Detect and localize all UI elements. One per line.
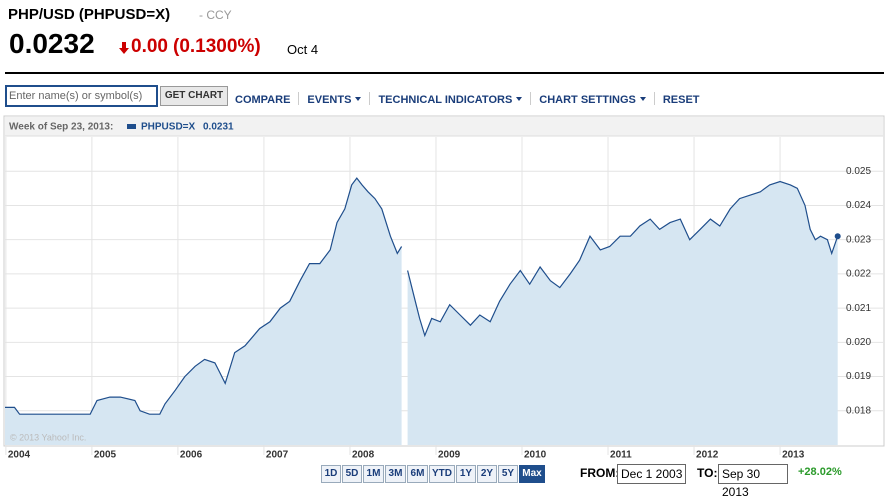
y-tick-label: 0.019	[846, 371, 871, 382]
x-tick-label: 2004	[8, 450, 31, 461]
range-button[interactable]: 2Y	[477, 465, 497, 483]
to-label: TO:	[697, 466, 718, 480]
range-button[interactable]: 3M	[385, 465, 406, 483]
range-button[interactable]: 6M	[407, 465, 428, 483]
range-button[interactable]: 1M	[363, 465, 384, 483]
menu-item[interactable]: TECHNICAL INDICATORS	[378, 94, 523, 106]
legend-prefix: Week of Sep 23, 2013:	[9, 122, 113, 133]
dropdown-arrow	[639, 97, 646, 101]
x-tick-label: 2011	[610, 450, 632, 461]
area-fill	[5, 178, 402, 445]
dropdown-arrow	[355, 97, 362, 101]
to-input[interactable]: Sep 30 2013	[718, 464, 788, 499]
x-tick-label: 2010	[524, 450, 547, 461]
menu-separator	[653, 92, 655, 105]
menu-separator	[298, 92, 300, 105]
period-change: +28.02%	[798, 466, 842, 478]
y-tick-label: 0.020	[846, 337, 871, 348]
from-input[interactable]: Dec 1 2003	[617, 464, 686, 484]
date: Oct 4	[287, 42, 319, 57]
menu: COMPARE EVENTS TECHNICAL INDICATORS CHART S…	[235, 90, 700, 108]
legend-name: PHPUSD=X	[141, 122, 196, 133]
area-fill	[407, 181, 838, 445]
legend-band	[5, 117, 883, 136]
line	[407, 180, 839, 338]
chart: © 2013 Yahoo! Inc. Week of Sep 23, 2013:…	[3, 72, 885, 461]
change: 0.00	[131, 36, 168, 57]
change-pct: (0.1300%)	[173, 36, 261, 57]
line	[5, 177, 403, 415]
menu-separator	[530, 92, 532, 105]
y-tick-label: 0.021	[846, 303, 871, 314]
price: 0.0232	[9, 28, 95, 59]
symbol-input[interactable]: Enter name(s) or symbol(s)	[5, 85, 158, 107]
down-arrow	[119, 42, 129, 54]
x-tick-label: 2012	[696, 450, 719, 461]
title: PHP/USD (PHPUSD=X)	[8, 6, 171, 23]
dropdown-arrow	[516, 97, 523, 101]
menu-item[interactable]: RESET	[662, 94, 700, 106]
menu-item[interactable]: COMPARE	[235, 94, 291, 106]
x-tick-label: 2009	[438, 450, 461, 461]
page: © 2013 Yahoo! Inc. Week of Sep 23, 2013:…	[3, 6, 885, 499]
menu-item[interactable]: EVENTS	[307, 94, 362, 106]
x-tick-label: 2005	[94, 450, 117, 461]
x-tick-label: 2008	[352, 450, 375, 461]
from-label: FROM:	[580, 466, 620, 480]
range-button[interactable]: YTD	[429, 465, 455, 483]
legend-swatch	[127, 124, 136, 129]
exchange: - CCY	[199, 8, 232, 22]
range-button[interactable]: Max	[519, 465, 545, 483]
y-tick-label: 0.023	[846, 234, 871, 245]
y-tick-label: 0.018	[846, 405, 871, 416]
range-button[interactable]: 5D	[342, 465, 362, 483]
range-button[interactable]: 5Y	[498, 465, 518, 483]
watermark: © 2013 Yahoo! Inc.	[10, 432, 86, 442]
range-button[interactable]: 1D	[321, 465, 341, 483]
range-button[interactable]: 1Y	[456, 465, 476, 483]
last-point	[834, 233, 841, 240]
menu-item[interactable]: CHART SETTINGS	[539, 94, 646, 106]
get-chart-button[interactable]: GET CHART	[160, 86, 228, 106]
y-tick-label: 0.022	[846, 269, 871, 280]
x-tick-label: 2006	[180, 450, 203, 461]
y-tick-label: 0.024	[846, 200, 871, 211]
menu-separator	[369, 92, 371, 105]
y-tick-label: 0.025	[846, 166, 871, 177]
x-tick-label: 2007	[266, 450, 289, 461]
legend-value: 0.0231	[203, 122, 234, 133]
x-tick-label: 2013	[782, 450, 805, 461]
